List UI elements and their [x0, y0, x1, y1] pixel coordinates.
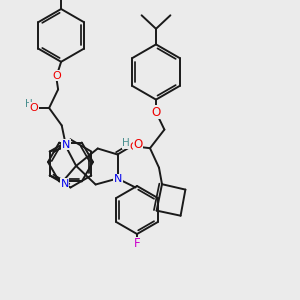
Text: O: O — [29, 103, 38, 113]
Text: O: O — [52, 71, 61, 81]
Text: O: O — [152, 106, 160, 119]
Text: O: O — [129, 142, 138, 152]
Text: H: H — [25, 99, 33, 110]
Text: N: N — [114, 174, 122, 184]
Text: F: F — [134, 237, 140, 250]
Text: H: H — [122, 138, 130, 148]
Text: N: N — [62, 140, 70, 150]
Text: O: O — [133, 137, 142, 151]
Text: N: N — [61, 179, 69, 189]
